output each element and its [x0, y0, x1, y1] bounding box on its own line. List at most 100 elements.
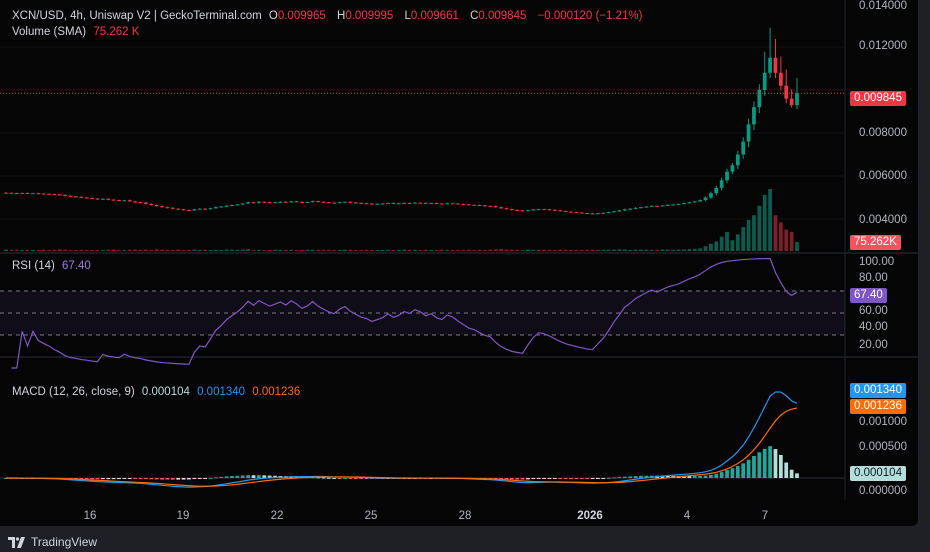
chart-canvas[interactable] — [0, 0, 918, 526]
candle-body — [536, 209, 541, 211]
macd-histogram-bar — [181, 478, 186, 480]
volume-bar — [585, 249, 590, 251]
macd-histogram-bar — [569, 478, 573, 479]
volume-bar — [709, 243, 713, 251]
volume-bar — [176, 249, 181, 251]
macd-histogram-bar — [192, 478, 197, 480]
volume-bar — [41, 249, 46, 251]
candle-body — [127, 200, 132, 202]
macd-histogram-bar — [617, 477, 622, 479]
candle-body — [450, 203, 455, 205]
candle-body — [515, 209, 520, 211]
candle-body — [746, 124, 751, 142]
macd-histogram-bar — [246, 475, 251, 478]
tradingview-logo[interactable]: TradingView — [8, 535, 97, 549]
volume-bar — [402, 249, 407, 251]
candle-body — [111, 199, 116, 201]
volume-bar — [74, 250, 78, 251]
volume-bar — [488, 249, 493, 251]
change-value: −0.000120 (−1.21%) — [537, 10, 643, 22]
candle-body — [359, 202, 364, 204]
volume-bar — [493, 249, 498, 251]
candle-body — [122, 200, 127, 202]
macd-histogram-bar — [531, 478, 536, 480]
volume-bar — [714, 241, 719, 251]
candle-body — [257, 201, 261, 203]
candle-body — [117, 200, 121, 202]
chart-area[interactable]: XCN/USD, 4h, Uniswap V2 | GeckoTerminal.… — [0, 0, 918, 526]
macd-histogram-bar — [574, 478, 579, 479]
macd-histogram-bar — [154, 478, 159, 480]
volume-bar — [160, 249, 164, 251]
brand-name: TradingView — [31, 535, 98, 549]
candle-body — [370, 203, 374, 205]
candle-body — [552, 209, 557, 211]
volume-bar — [267, 249, 272, 251]
volume-bar — [671, 249, 676, 251]
candle-body — [187, 209, 191, 211]
macd-line-value: 0.001340 — [197, 386, 246, 398]
candle-body — [79, 196, 84, 198]
macd-histogram-bar — [79, 478, 84, 480]
macd-histogram-bar — [768, 446, 772, 478]
candle-body — [203, 208, 207, 210]
macd-histogram-bar — [160, 478, 164, 480]
candle-body — [665, 204, 670, 206]
volume-bar — [203, 249, 207, 251]
macd-histogram-bar — [138, 478, 143, 479]
signal-line — [5, 407, 798, 487]
candle-body — [9, 192, 14, 194]
volume-bar — [326, 249, 331, 251]
candle-body — [375, 203, 380, 205]
candle-body — [504, 208, 509, 210]
candle-body — [628, 208, 633, 210]
rsi-line — [11, 257, 798, 369]
macd-histogram-bar — [735, 466, 740, 478]
rsi-tick: 40.00 — [859, 321, 888, 333]
macd-histogram-bar — [144, 478, 148, 480]
candle-body — [741, 141, 746, 155]
macd-histogram-bar — [725, 470, 729, 478]
candle-body — [520, 210, 525, 212]
volume-bar — [364, 249, 369, 251]
macd-histogram-bar — [257, 475, 261, 478]
volume-bar — [63, 249, 68, 251]
volume-bar — [725, 231, 729, 251]
volume-bar — [133, 249, 138, 251]
volume-bar — [154, 249, 159, 251]
macd-histogram-bar — [622, 476, 627, 478]
macd-histogram-bar — [644, 475, 649, 478]
rsi-value: 67.40 — [62, 260, 91, 272]
macd-histogram-bar — [687, 476, 692, 478]
volume-bar — [181, 250, 186, 251]
candle-body — [725, 171, 729, 181]
candle-body — [240, 203, 245, 205]
volume-bar — [144, 249, 148, 251]
candle-body — [4, 192, 8, 194]
low-value: 0.009661 — [410, 10, 459, 22]
macd-histogram-bar — [665, 475, 670, 478]
macd-histogram-bar — [95, 478, 100, 480]
macd-histogram-bar — [294, 476, 299, 478]
macd-histogram-bar — [133, 478, 138, 479]
candle-body — [246, 202, 251, 204]
macd-histogram-bar — [714, 473, 719, 478]
candle-body — [682, 203, 686, 205]
volume-bar — [676, 249, 681, 251]
macd-histogram-bar — [590, 478, 595, 479]
macd-histogram-bar — [267, 475, 272, 478]
candle-body — [563, 211, 568, 213]
candle-body — [41, 193, 46, 195]
volume-value: 75.262 K — [93, 26, 140, 38]
volume-bar — [36, 250, 41, 251]
macd-histogram-bar — [542, 478, 546, 479]
macd-tick: 0.000000 — [859, 485, 907, 497]
macd-histogram-bar — [359, 478, 364, 479]
candle-body — [585, 212, 590, 214]
macd-histogram-bar — [585, 478, 590, 479]
volume-bar — [789, 231, 794, 251]
volume-bar — [445, 249, 450, 251]
volume-bar — [31, 250, 35, 251]
candle-body — [321, 201, 326, 203]
open-label: O — [268, 10, 278, 22]
